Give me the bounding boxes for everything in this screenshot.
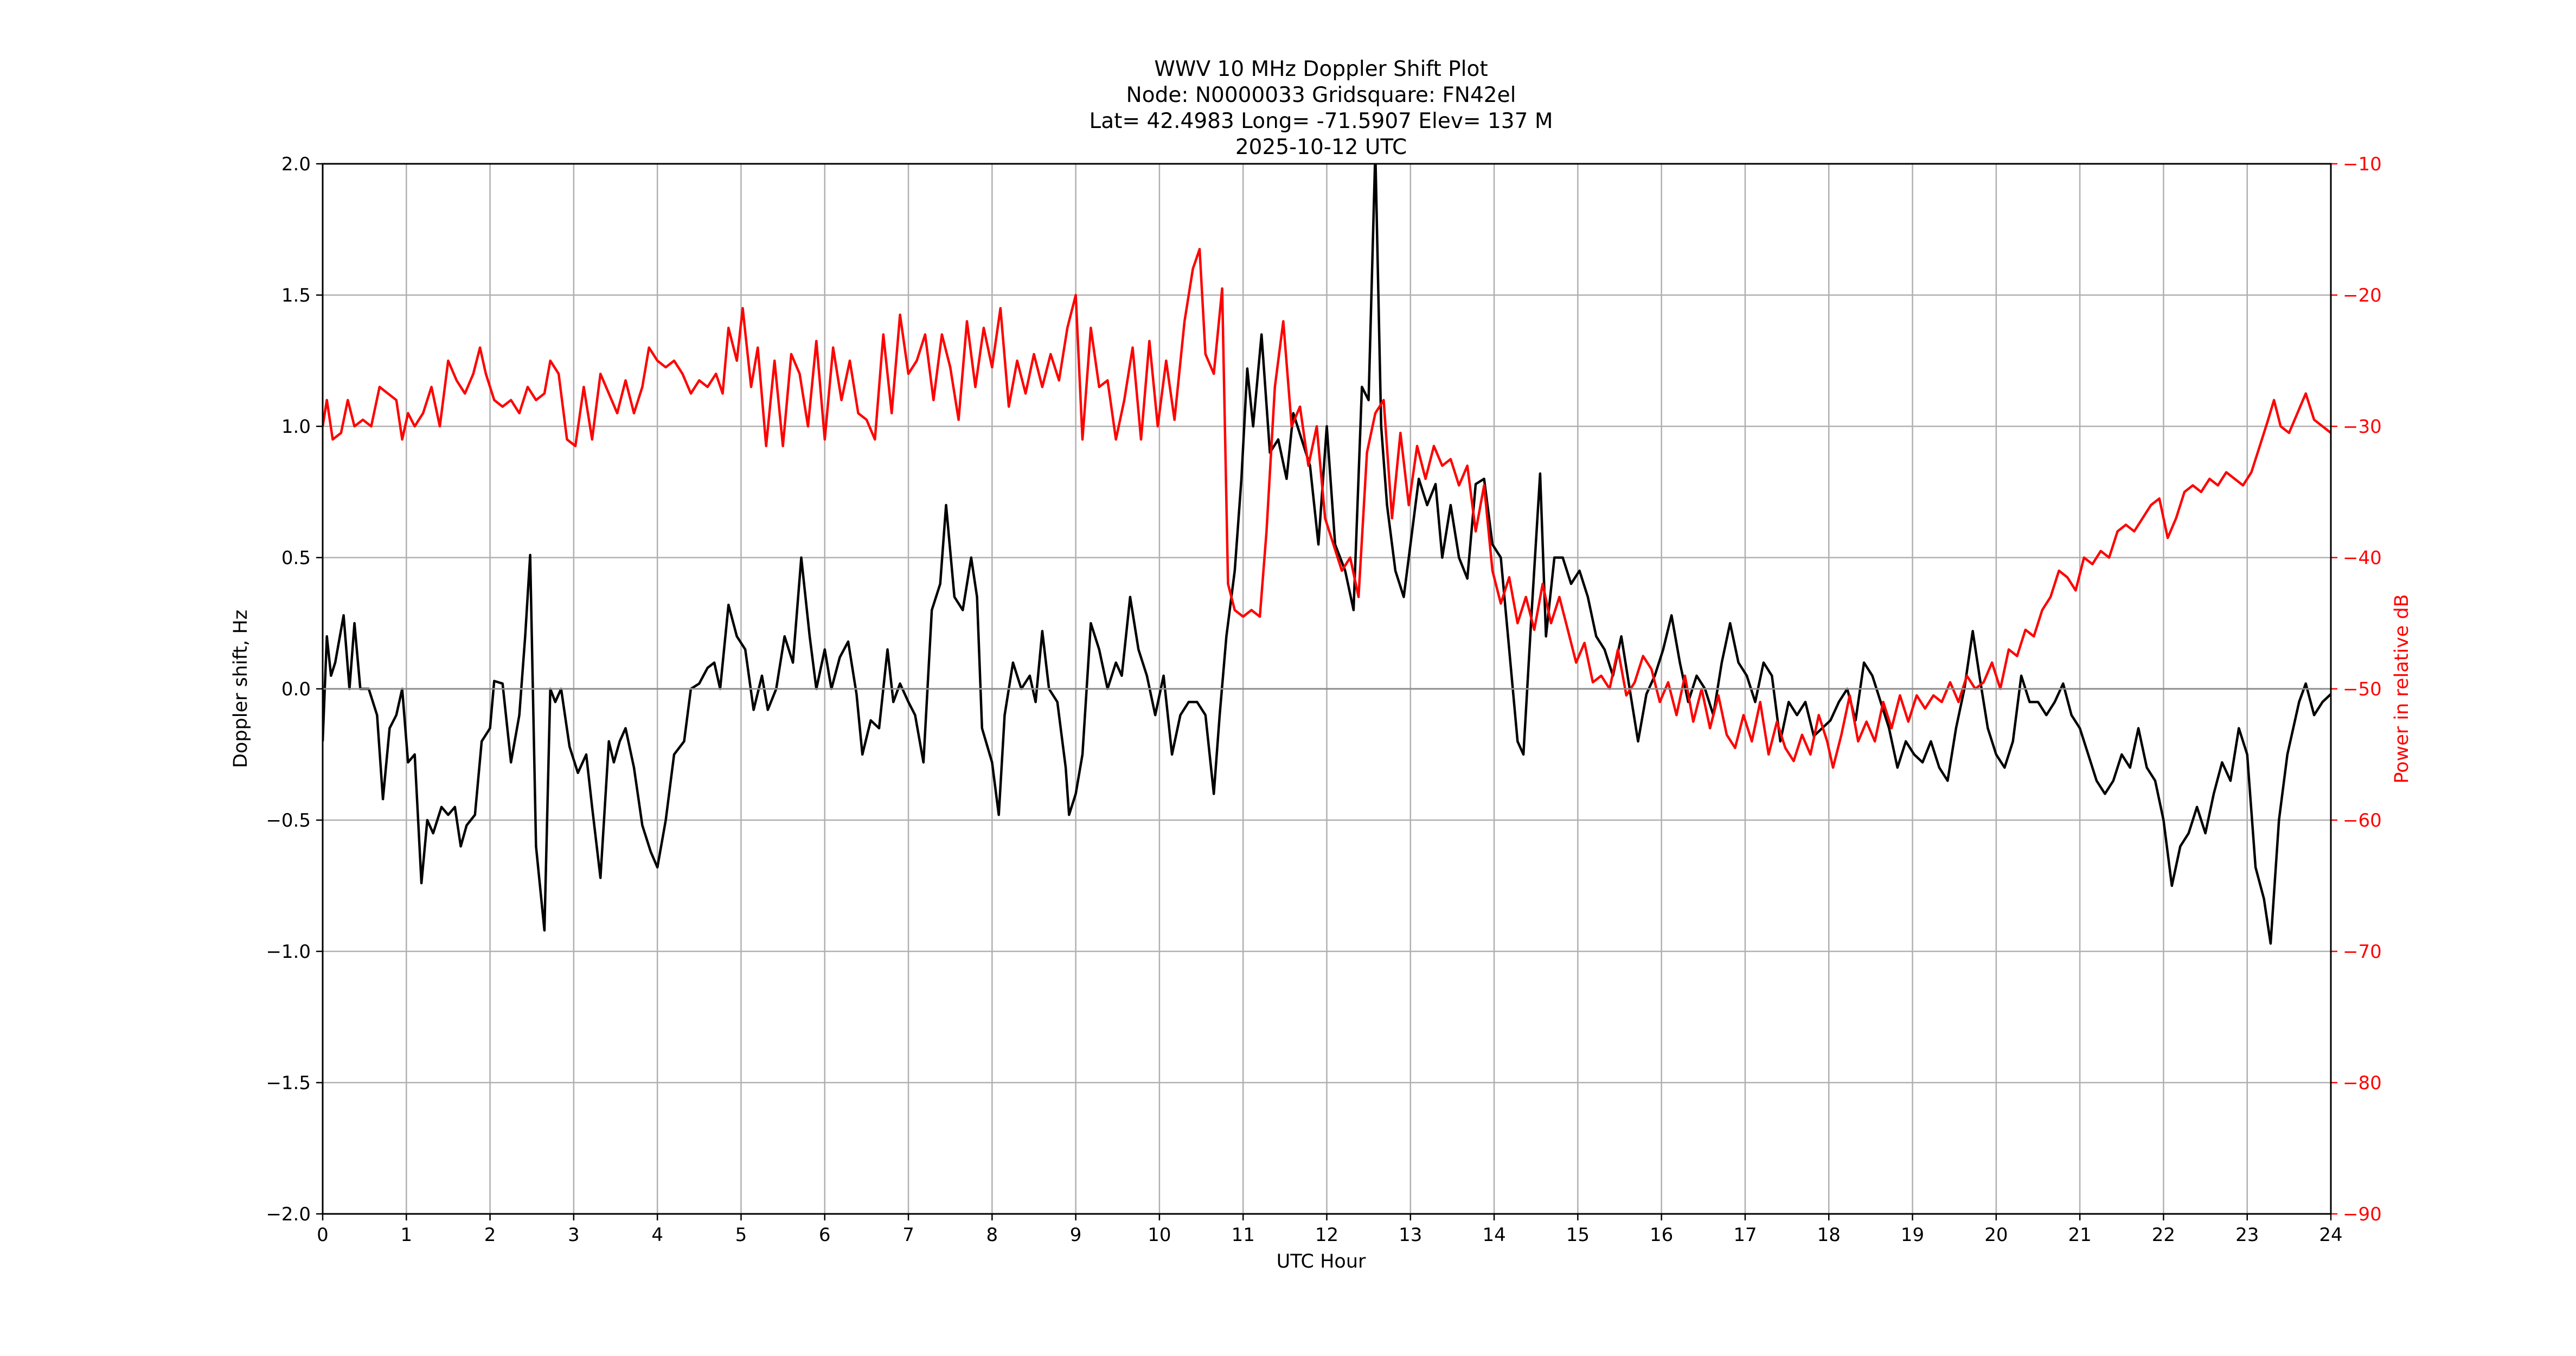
x-tick-label: 7 — [902, 1224, 914, 1246]
x-tick-label: 15 — [1566, 1224, 1590, 1246]
y-tick-label: −1.0 — [266, 941, 311, 963]
y2-tick-label: −40 — [2343, 547, 2382, 569]
x-tick-label: 17 — [1733, 1224, 1757, 1246]
title-line-3: Lat= 42.4983 Long= -71.5907 Elev= 137 M — [1090, 109, 1553, 133]
y-tick-label: 0.0 — [281, 679, 311, 700]
x-tick-label: 10 — [1148, 1224, 1171, 1246]
y-axis-label: Doppler shift, Hz — [230, 610, 252, 768]
x-tick-label: 21 — [2068, 1224, 2091, 1246]
x-tick-label: 23 — [2235, 1224, 2259, 1246]
tick-labels: 0 1 2 3 4 5 6 7 8 9 10 11 12 13 14 15 16 17 18 19 20 21 22 23 24… — [266, 153, 2381, 1246]
y2-tick-label: −20 — [2343, 285, 2382, 306]
title-line-2: Node: N0000033 Gridsquare: FN42el — [1126, 83, 1516, 107]
x-tick-label: 24 — [2319, 1224, 2342, 1246]
y-tick-label: −2.0 — [266, 1204, 311, 1225]
title-line-4: 2025-10-12 UTC — [1235, 135, 1407, 159]
y2-tick-label: −60 — [2343, 810, 2382, 831]
y2-tick-label: −80 — [2343, 1072, 2382, 1094]
x-tick-label: 18 — [1817, 1224, 1841, 1246]
x-tick-label: 0 — [317, 1224, 329, 1246]
y-tick-label: −0.5 — [266, 810, 311, 831]
x-tick-label: 6 — [819, 1224, 831, 1246]
x-tick-label: 11 — [1232, 1224, 1255, 1246]
power-line — [323, 248, 2331, 769]
x-tick-label: 9 — [1070, 1224, 1082, 1246]
x-tick-label: 22 — [2152, 1224, 2175, 1246]
title-line-1: WWV 10 MHz Doppler Shift Plot — [1154, 57, 1488, 81]
x-tick-label: 16 — [1650, 1224, 1673, 1246]
y-tick-label: 1.5 — [281, 285, 311, 306]
chart-title: WWV 10 MHz Doppler Shift Plot Node: N000… — [1090, 57, 1553, 159]
axes — [316, 163, 2337, 1220]
y-tick-label: 0.5 — [281, 547, 311, 569]
y2-tick-label: −90 — [2343, 1204, 2382, 1225]
x-tick-label: 20 — [1984, 1224, 2008, 1246]
y2-tick-label: −50 — [2343, 679, 2382, 700]
y2-axis-label: Power in relative dB — [2391, 594, 2413, 783]
plot-frame — [322, 163, 2332, 1215]
x-tick-label: 2 — [484, 1224, 496, 1246]
x-tick-label: 8 — [986, 1224, 998, 1246]
y-tick-label: 1.0 — [281, 416, 311, 438]
x-tick-label: 5 — [735, 1224, 747, 1246]
x-tick-label: 14 — [1482, 1224, 1505, 1246]
x-tick-label: 13 — [1399, 1224, 1422, 1246]
y2-tick-label: −10 — [2343, 153, 2382, 175]
x-tick-label: 12 — [1315, 1224, 1338, 1246]
y2-tick-label: −70 — [2343, 941, 2382, 963]
y-tick-label: −1.5 — [266, 1072, 311, 1094]
x-tick-label: 1 — [400, 1224, 412, 1246]
x-tick-label: 4 — [651, 1224, 663, 1246]
series-layer — [323, 164, 2331, 945]
y-tick-label: 2.0 — [281, 153, 311, 175]
y2-tick-label: −30 — [2343, 416, 2382, 438]
x-tick-label: 19 — [1901, 1224, 1924, 1246]
x-axis-label: UTC Hour — [1277, 1251, 1366, 1272]
x-tick-label: 3 — [568, 1224, 580, 1246]
